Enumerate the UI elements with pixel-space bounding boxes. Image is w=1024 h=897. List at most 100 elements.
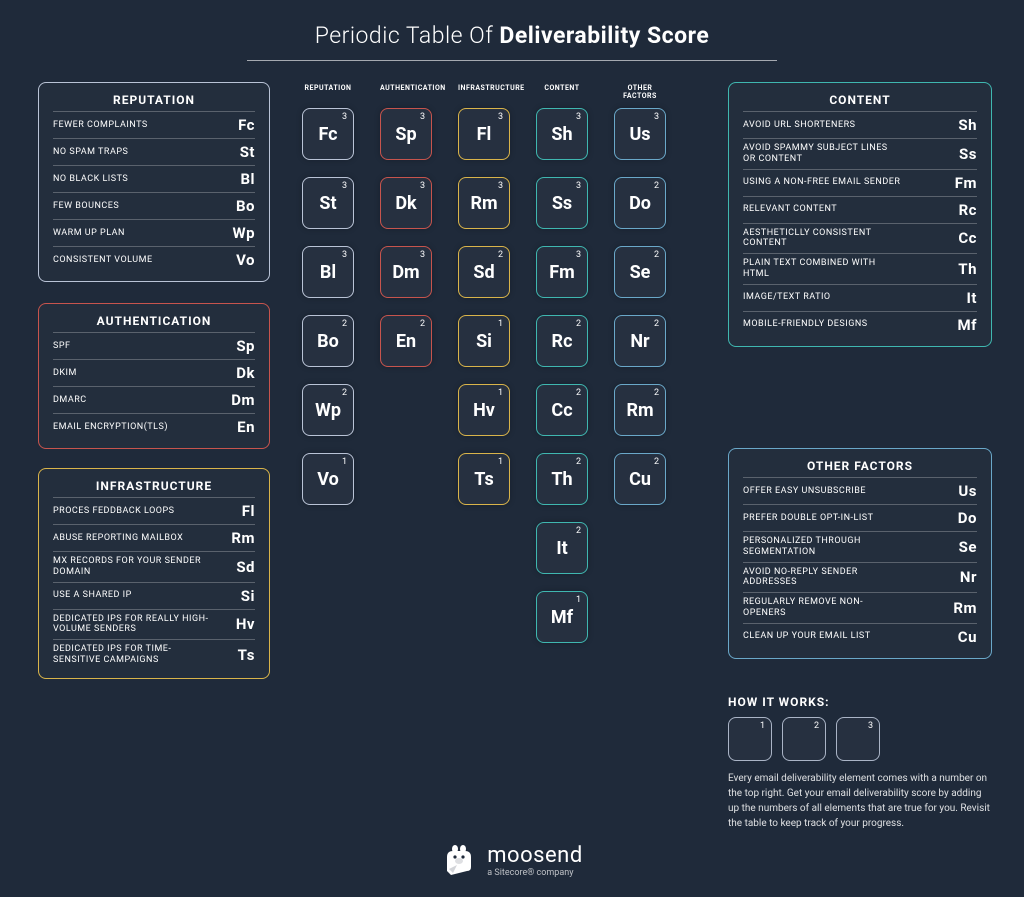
cell-symbol: Fc: [303, 109, 353, 159]
cell-sp: 3Sp: [380, 108, 432, 160]
col-header-infrastructure: INFRASTRUCTURE: [458, 84, 510, 100]
cell-symbol: Wp: [303, 385, 353, 435]
cell-fc: 3Fc: [302, 108, 354, 160]
cell-symbol: Cu: [615, 454, 665, 504]
panel-row-symbol: Wp: [232, 224, 255, 242]
panel-row-label: ABUSE REPORTING MAILBOX: [53, 533, 183, 544]
panel-row-symbol: Fl: [242, 502, 255, 520]
panel-row-symbol: Si: [241, 587, 255, 605]
logo-text: moosend a Sitecore® company: [487, 845, 582, 878]
grid-col-reputation: 3Fc3St3Bl2Bo2Wp1Vo: [302, 108, 354, 643]
panel-row-symbol: Ss: [959, 145, 977, 163]
panel-row-label: AVOID NO-REPLY SENDER ADDRESSES: [743, 567, 903, 589]
grid-col-other: 3Us2Do2Se2Nr2Rm2Cu: [614, 108, 666, 643]
panel-row-label: PREFER DOUBLE OPT-IN-LIST: [743, 513, 874, 524]
panel-row-symbol: Ts: [238, 646, 255, 664]
panel-row-symbol: Sd: [236, 558, 255, 576]
panel-row-symbol: Se: [959, 538, 977, 556]
panel-authentication: AUTHENTICATIONSPFSpDKIMDkDMARCDmEMAIL EN…: [38, 303, 270, 449]
panel-title: REPUTATION: [53, 93, 255, 111]
panel-title: CONTENT: [743, 93, 977, 111]
logo-icon: [441, 843, 477, 879]
panel-row-label: EMAIL ENCRYPTION(TLS): [53, 422, 168, 433]
panel-other: OTHER FACTORSOFFER EASY UNSUBSCRIBEUsPRE…: [728, 448, 992, 659]
panel-row-label: FEWER COMPLAINTS: [53, 120, 148, 131]
cell-symbol: Rm: [459, 178, 509, 228]
cell-rm: 3Rm: [458, 177, 510, 229]
title-pre: Periodic Table Of: [315, 22, 500, 49]
panel-row: USE A SHARED IPSi: [53, 582, 255, 609]
panel-row: AVOID URL SHORTENERSSh: [743, 111, 977, 138]
panel-row-symbol: Th: [958, 260, 977, 278]
title-bold: Deliverability Score: [499, 22, 709, 49]
cell-mf: 1Mf: [536, 591, 588, 643]
panel-row: DEDICATED IPS FOR TIME-SENSITIVE CAMPAIG…: [53, 639, 255, 670]
cell-symbol: Dk: [381, 178, 431, 228]
col-header-content: CONTENT: [536, 84, 588, 100]
cell-symbol: Bl: [303, 247, 353, 297]
col-header-other: OTHER FACTORS: [614, 84, 666, 100]
cell-symbol: Dm: [381, 247, 431, 297]
grid-cells: 3Fc3St3Bl2Bo2Wp1Vo3Sp3Dk3Dm2En3Fl3Rm2Sd1…: [302, 108, 694, 643]
panel-row-symbol: Fm: [955, 174, 977, 192]
cell-ts: 1Ts: [458, 453, 510, 505]
how-it-works: HOW IT WORKS: 123 Every email deliverabi…: [728, 695, 992, 831]
panel-row: DKIMDk: [53, 359, 255, 386]
cell-th: 2Th: [536, 453, 588, 505]
panel-row: DMARCDm: [53, 386, 255, 413]
cell-nr: 2Nr: [614, 315, 666, 367]
cell-us: 3Us: [614, 108, 666, 160]
col-header-authentication: AUTHENTICATION: [380, 84, 432, 100]
cell-vo: 1Vo: [302, 453, 354, 505]
brand-logo: moosend a Sitecore® company: [0, 843, 1024, 879]
cell-symbol: Rc: [537, 316, 587, 366]
panel-row-symbol: St: [240, 143, 255, 161]
panel-row-symbol: En: [237, 418, 255, 436]
cell-symbol: Mf: [537, 592, 587, 642]
cell-wp: 2Wp: [302, 384, 354, 436]
panel-row-symbol: Do: [958, 509, 977, 527]
grid-col-authentication: 3Sp3Dk3Dm2En: [380, 108, 432, 643]
cell-symbol: Hv: [459, 385, 509, 435]
panel-row: AVOID SPAMMY SUBJECT LINES OR CONTENTSs: [743, 138, 977, 169]
cell-ss: 3Ss: [536, 177, 588, 229]
cell-symbol: Bo: [303, 316, 353, 366]
panel-row: MOBILE-FRIENDLY DESIGNSMf: [743, 311, 977, 338]
cell-st: 3St: [302, 177, 354, 229]
panel-row: WARM UP PLAN Wp: [53, 219, 255, 246]
cell-hv: 1Hv: [458, 384, 510, 436]
panel-row-label: MOBILE-FRIENDLY DESIGNS: [743, 319, 868, 330]
panel-row: MX RECORDS FOR YOUR SENDER DOMAINSd: [53, 551, 255, 582]
cell-symbol: St: [303, 178, 353, 228]
cell-symbol: Us: [615, 109, 665, 159]
cell-symbol: Ss: [537, 178, 587, 228]
panel-row: NO BLACK LISTSBl: [53, 165, 255, 192]
panel-content: CONTENTAVOID URL SHORTENERSShAVOID SPAMM…: [728, 82, 992, 347]
how-text: Every email deliverability element comes…: [728, 771, 992, 831]
panel-row-label: WARM UP PLAN: [53, 228, 125, 239]
grid-col-content: 3Sh3Ss3Fm2Rc2Cc2Th2It1Mf: [536, 108, 588, 643]
panel-row-symbol: Cu: [958, 628, 977, 646]
cell-bl: 3Bl: [302, 246, 354, 298]
cell-symbol: Ts: [459, 454, 509, 504]
panel-row: CONSISTENT VOLUMEVo: [53, 246, 255, 273]
panel-row-label: FEW BOUNCES: [53, 201, 119, 212]
col-header-reputation: REPUTATION: [302, 84, 354, 100]
panel-row: RELEVANT CONTENTRc: [743, 196, 977, 223]
cell-symbol: Fm: [537, 247, 587, 297]
panel-row-label: PERSONALIZED THROUGH SEGMENTATION: [743, 536, 903, 558]
cell-dm: 3Dm: [380, 246, 432, 298]
how-box-3: 3: [836, 717, 880, 761]
panel-row-label: PROCES FEDDBACK LOOPS: [53, 506, 175, 517]
cell-symbol: It: [537, 523, 587, 573]
panel-row-label: DEDICATED IPS FOR REALLY HIGH-VOLUME SEN…: [53, 614, 213, 636]
cell-symbol: Nr: [615, 316, 665, 366]
cell-symbol: Vo: [303, 454, 353, 504]
panel-row-symbol: Bo: [236, 197, 255, 215]
panel-row-symbol: It: [967, 289, 977, 307]
cell-symbol: Do: [615, 178, 665, 228]
logo-name: moosend: [487, 845, 582, 867]
how-title: HOW IT WORKS:: [728, 695, 992, 709]
panel-row-symbol: Fc: [238, 116, 255, 134]
panel-row-symbol: Vo: [236, 251, 255, 269]
